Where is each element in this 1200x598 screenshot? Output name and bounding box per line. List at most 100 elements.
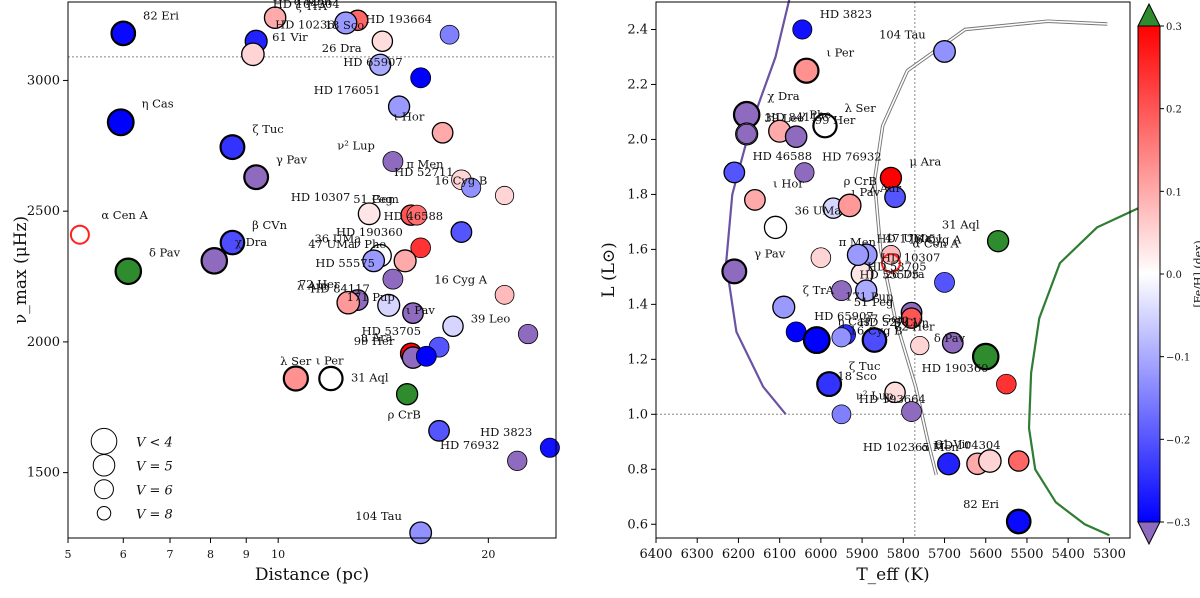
point-label-gem: Gem bbox=[372, 192, 399, 206]
point-82-eri bbox=[110, 20, 137, 47]
x-tick-label: 6200 bbox=[722, 547, 755, 562]
point-36-uma bbox=[763, 215, 788, 240]
x-axis-label: Distance (pc) bbox=[255, 565, 369, 585]
point-31-aql bbox=[986, 229, 1010, 253]
point-label-hd-104304: HD 104304 bbox=[934, 438, 1001, 452]
point-hd-65907 bbox=[410, 67, 432, 89]
point-pav bbox=[442, 315, 464, 337]
colorbar-gradient bbox=[1137, 25, 1161, 523]
point-label-pav: δ Pav bbox=[934, 331, 966, 345]
point-label-ara: μ Ara bbox=[909, 154, 941, 168]
x-tick-label: 10 bbox=[271, 548, 285, 561]
point-phe bbox=[393, 249, 417, 273]
x-tick-label: 5300 bbox=[1093, 547, 1126, 562]
point-16-cyg-b bbox=[910, 336, 930, 356]
colorbar-tick-label: −0.2 bbox=[1166, 435, 1190, 446]
x-tick-label: 6000 bbox=[804, 547, 837, 562]
point-label-ser: λ Ser bbox=[845, 101, 877, 115]
point-99-her bbox=[784, 125, 808, 149]
point-hor bbox=[744, 188, 766, 211]
point-cen-a bbox=[880, 253, 901, 274]
point-label-hd-53705: HD 53705 bbox=[867, 259, 927, 273]
colorbar-tick-label: 0.3 bbox=[1166, 22, 1182, 33]
point-label-phe: ν Phe bbox=[354, 237, 387, 251]
point-18-sco bbox=[371, 30, 394, 52]
x-tick-label: 6300 bbox=[681, 547, 714, 562]
point-hd-52711 bbox=[831, 327, 852, 348]
legend-label: V = 5 bbox=[136, 459, 173, 474]
point-label-hd-46588: HD 46588 bbox=[384, 209, 444, 223]
point-hd-46588 bbox=[450, 221, 473, 243]
point-men bbox=[263, 6, 287, 30]
point-hd-3823 bbox=[539, 437, 560, 458]
point-cvn bbox=[861, 327, 888, 353]
y-tick-label: 1500 bbox=[27, 466, 60, 481]
colorbar-label: [Fe/H] (dex) bbox=[1192, 240, 1200, 307]
point-label-hor: ι Hor bbox=[394, 109, 425, 123]
point-label-phe: ν Phe bbox=[799, 107, 832, 121]
x-tick-label: 5600 bbox=[969, 547, 1002, 562]
point-hd-104304 bbox=[1007, 450, 1030, 472]
point-hd-102365 bbox=[937, 452, 961, 476]
point-crb bbox=[428, 419, 450, 442]
x-axis-label: T_eff (K) bbox=[856, 565, 929, 585]
point-72-her bbox=[941, 331, 964, 354]
legend-marker bbox=[96, 506, 112, 521]
y-tick-label: 1.8 bbox=[627, 187, 648, 202]
point-label-104-tau: 104 Tau bbox=[355, 509, 402, 523]
point-label-18-sco: 18 Sco bbox=[837, 369, 877, 383]
point-label-82-eri: 82 Eri bbox=[963, 497, 999, 511]
colorbar-under-arrow bbox=[1137, 521, 1161, 546]
point-label-16-cyg-b: 16 Cyg B bbox=[434, 173, 487, 187]
point-per bbox=[282, 365, 309, 392]
point-label-39-leo: 39 Leo bbox=[471, 311, 511, 325]
y-axis-label: ν_max (μHz) bbox=[11, 216, 31, 324]
point-label-hd-10307: HD 10307 bbox=[291, 190, 351, 204]
left-panel: 82 Eri η Cas α Cen A δ Pav α Men HD 10236561 … bbox=[11, 0, 560, 585]
point-pav bbox=[721, 258, 748, 285]
point-men bbox=[810, 247, 832, 268]
point-label-ser: λ Ser bbox=[280, 354, 312, 368]
point-cas bbox=[106, 108, 135, 137]
point-hd-176051 bbox=[387, 95, 411, 118]
point-label-pav: ι Pav bbox=[851, 185, 880, 199]
point-label-hd-3823: HD 3823 bbox=[820, 7, 872, 21]
x-tick-label: 6 bbox=[120, 548, 127, 561]
point-label-men: π Men bbox=[406, 157, 444, 171]
x-tick-label: 5400 bbox=[1052, 547, 1085, 562]
point-aur bbox=[837, 193, 862, 218]
y-tick-label: 1.0 bbox=[627, 407, 648, 422]
point-hd-193664 bbox=[439, 24, 460, 45]
point-label-ara: μ Ara bbox=[361, 330, 393, 344]
point-label-tra: ζ TrA bbox=[803, 283, 835, 297]
track-metal-poor-edge bbox=[724, 0, 791, 415]
point-label-crb: ρ CrB bbox=[388, 408, 421, 422]
legend-marker bbox=[94, 479, 114, 500]
point-label-61-vir: 61 Vir bbox=[935, 437, 971, 451]
point-label-pav: γ Pav bbox=[276, 152, 308, 166]
point-39-leo bbox=[736, 123, 757, 145]
point-hd-10307 bbox=[357, 202, 381, 226]
point-hd-46588 bbox=[723, 161, 746, 184]
point-label-37-gem: 37 Gem bbox=[864, 312, 909, 326]
point-label-hd-55575: HD 55575 bbox=[859, 268, 919, 282]
x-tick-label: 9 bbox=[243, 548, 250, 561]
point-label-crb: ρ CrB bbox=[844, 174, 877, 188]
point-label-hd-53705: HD 53705 bbox=[362, 324, 422, 338]
x-tick-label: 5 bbox=[65, 548, 72, 561]
point-label-16-cyg-a: 16 Cyg A bbox=[908, 232, 962, 246]
point-26-dra bbox=[369, 53, 392, 76]
point-104-tau bbox=[933, 40, 956, 63]
point-hd-55575 bbox=[382, 268, 404, 290]
x-tick-label: 6400 bbox=[639, 547, 672, 562]
point-tra bbox=[334, 11, 358, 35]
track-inner-solar-track bbox=[873, 20, 1108, 475]
point-pav bbox=[971, 342, 1000, 371]
point-label-171-pup: 171 Pup bbox=[845, 289, 893, 303]
point-label-cas: η Cas bbox=[142, 96, 174, 110]
colorbar-tick-label: 0.0 bbox=[1166, 270, 1182, 281]
y-tick-label: 2000 bbox=[27, 335, 60, 350]
point-per bbox=[793, 57, 820, 84]
x-tick-label: 5700 bbox=[928, 547, 961, 562]
x-tick-label: 5500 bbox=[1010, 547, 1043, 562]
